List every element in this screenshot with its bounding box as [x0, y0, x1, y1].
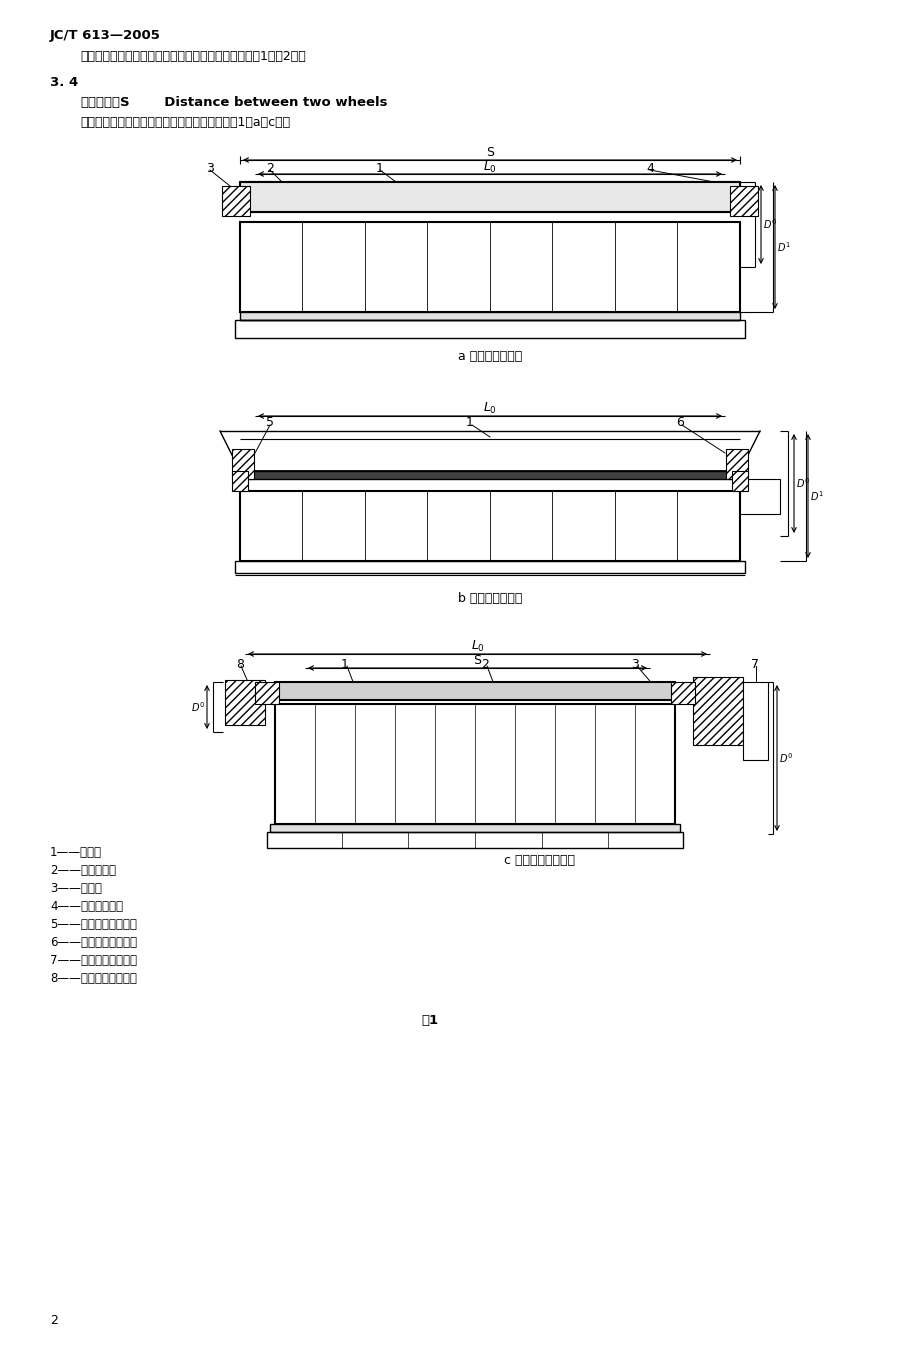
Text: 5: 5	[266, 417, 274, 429]
Bar	[267, 832, 682, 849]
Text: 7——承插式承口端模；: 7——承插式承口端模；	[50, 954, 137, 966]
Bar	[692, 677, 743, 745]
Bar	[275, 683, 675, 700]
Bar	[240, 223, 739, 312]
Bar	[743, 683, 767, 759]
Text: 4: 4	[645, 162, 653, 174]
Bar	[240, 491, 739, 561]
Text: $L_0$: $L_0$	[470, 638, 484, 653]
Text: 1: 1	[341, 657, 348, 670]
Text: $L_0$: $L_0$	[482, 159, 496, 174]
Text: S: S	[473, 653, 481, 666]
Bar	[232, 449, 254, 479]
Bar	[725, 449, 747, 479]
Text: a 离心式（平口）: a 离心式（平口）	[458, 349, 522, 363]
Text: 2——支承法兰；: 2——支承法兰；	[50, 863, 116, 877]
Text: $D^0$: $D^0$	[190, 700, 205, 714]
Bar	[255, 683, 278, 704]
Bar	[739, 479, 779, 514]
Text: 管模筒体的内径，即用管模成型的排水管的外径（见图1、图2）。: 管模筒体的内径，即用管模成型的排水管的外径（见图1、图2）。	[80, 50, 305, 63]
Bar	[234, 320, 744, 339]
Text: 3——跑轮；: 3——跑轮；	[50, 881, 102, 894]
Text: 7: 7	[750, 657, 758, 670]
Text: $D^0$: $D^0$	[762, 217, 777, 232]
Bar	[234, 561, 744, 573]
Text: $D^1$: $D^1$	[809, 490, 823, 503]
Text: 1: 1	[466, 417, 473, 429]
Text: 2: 2	[50, 1314, 58, 1326]
Text: 2: 2	[481, 657, 488, 670]
Text: c 离心式（承插口）: c 离心式（承插口）	[504, 854, 575, 866]
Bar	[670, 683, 694, 704]
Text: 4——平口式端模；: 4——平口式端模；	[50, 900, 123, 912]
Bar	[732, 471, 747, 491]
Text: 3: 3	[206, 162, 214, 174]
Bar	[240, 471, 739, 479]
Text: 跑轮轮缘距S: 跑轮轮缘距S	[80, 97, 130, 109]
Text: 3: 3	[630, 657, 638, 670]
Text: $L_0$: $L_0$	[482, 401, 496, 415]
Text: S: S	[485, 146, 494, 158]
Text: 2: 2	[266, 162, 274, 174]
Bar	[232, 471, 248, 491]
Text: 6——企口式插口端模；: 6——企口式插口端模；	[50, 935, 137, 948]
Text: $D^1$: $D^1$	[777, 240, 790, 254]
Text: 5——企口式承口端模；: 5——企口式承口端模；	[50, 917, 137, 931]
Text: $D^0$: $D^0$	[795, 476, 810, 491]
Bar	[240, 182, 739, 212]
Text: 指离心式管模上两跑轮凸缘内侧间的距离（见图1中a、c）。: 指离心式管模上两跑轮凸缘内侧间的距离（见图1中a、c）。	[80, 116, 289, 130]
Bar	[269, 824, 679, 832]
Bar	[221, 186, 250, 216]
Text: JC/T 613—2005: JC/T 613—2005	[50, 28, 161, 42]
Text: b 悬漱式（全口）: b 悬漱式（全口）	[458, 592, 522, 606]
Text: 图1: 图1	[421, 1014, 438, 1028]
Bar	[240, 312, 739, 320]
Bar	[275, 704, 675, 824]
Bar	[729, 186, 757, 216]
Text: 6: 6	[675, 417, 683, 429]
Text: $D^0$: $D^0$	[778, 751, 792, 765]
Text: 1: 1	[376, 162, 383, 174]
Text: 8: 8	[236, 657, 244, 670]
Text: 3. 4: 3. 4	[50, 77, 78, 89]
Text: 1——筒体；: 1——筒体；	[50, 846, 102, 858]
Bar	[225, 680, 265, 724]
Text: 8——承插式插口端模。: 8——承插式插口端模。	[50, 971, 137, 985]
Text: Distance between two wheels: Distance between two wheels	[154, 97, 387, 109]
